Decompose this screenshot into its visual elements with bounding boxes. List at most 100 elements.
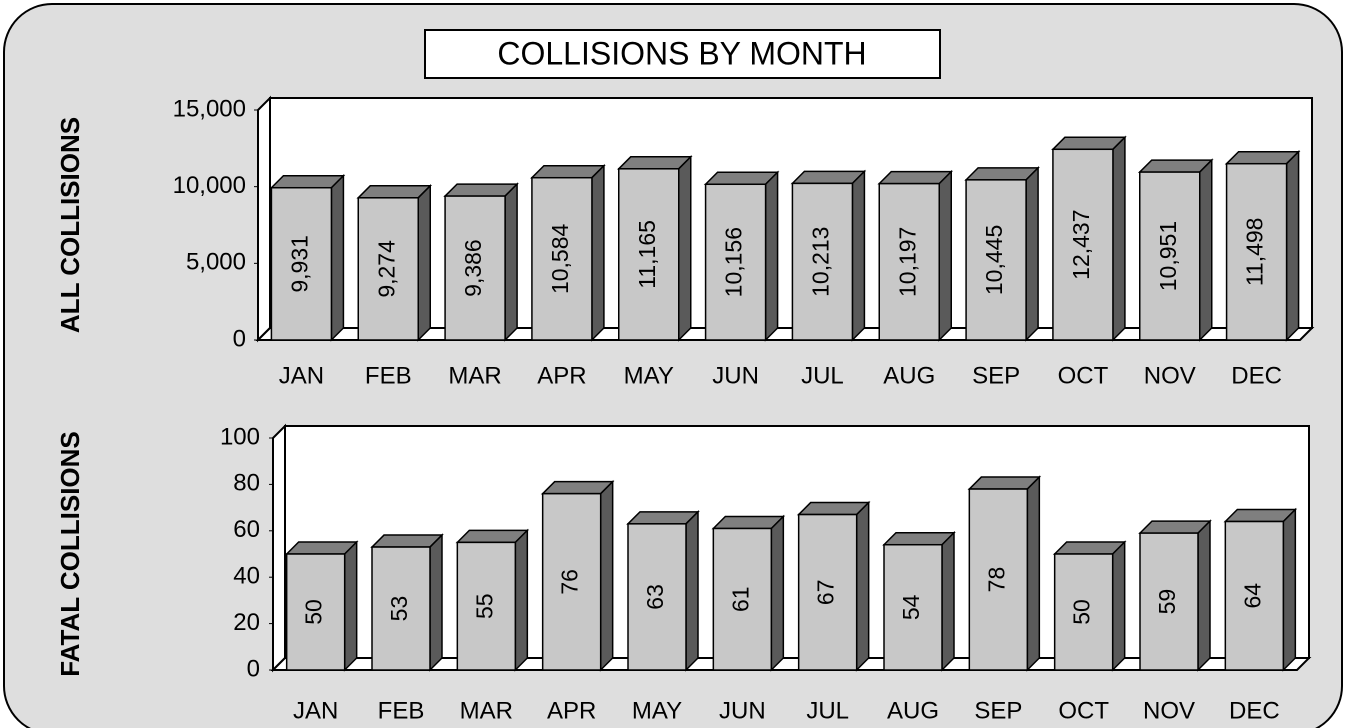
value-label: 10,584 bbox=[547, 223, 573, 294]
y-tick-label: 0 bbox=[233, 325, 246, 352]
side-wall bbox=[272, 423, 286, 673]
value-label: 10,197 bbox=[894, 227, 920, 297]
bar-side bbox=[330, 173, 345, 342]
value-label: 10,951 bbox=[1155, 221, 1181, 291]
bar bbox=[712, 527, 773, 671]
bar bbox=[968, 488, 1029, 671]
bar-side bbox=[855, 500, 870, 672]
bar bbox=[1052, 148, 1114, 341]
bar-side bbox=[770, 514, 785, 672]
x-tick-label: JUL bbox=[801, 362, 844, 389]
y-tick-label: 40 bbox=[233, 563, 260, 590]
bar-side bbox=[1197, 519, 1211, 672]
x-tick-label: APR bbox=[547, 697, 596, 724]
value-label: 9,931 bbox=[286, 235, 312, 293]
value-label: 11,498 bbox=[1242, 218, 1268, 287]
floor bbox=[255, 327, 1315, 341]
bar-side bbox=[504, 182, 518, 342]
bar bbox=[1139, 171, 1201, 341]
bar bbox=[878, 182, 940, 341]
y-axis-label: ALL COLLISIONS bbox=[55, 117, 85, 333]
x-tick-label: AUG bbox=[883, 362, 935, 389]
value-label: 76 bbox=[557, 569, 583, 595]
value-label: 61 bbox=[727, 586, 753, 612]
y-tick-label: 10,000 bbox=[173, 172, 246, 199]
bar bbox=[797, 513, 858, 671]
value-label: 63 bbox=[642, 584, 668, 610]
bar bbox=[1224, 520, 1285, 671]
x-tick-label: NOV bbox=[1143, 697, 1195, 724]
x-tick-label: DEC bbox=[1229, 697, 1280, 724]
value-label: 67 bbox=[813, 579, 839, 605]
value-label: 53 bbox=[386, 596, 412, 622]
y-axis-label: FATAL COLLISIONS bbox=[55, 431, 85, 677]
bar bbox=[627, 523, 687, 671]
y-tick-label: 100 bbox=[220, 423, 260, 450]
bar-side bbox=[764, 170, 779, 342]
bar bbox=[357, 197, 419, 341]
bar-side bbox=[599, 479, 614, 672]
x-tick-label: NOV bbox=[1144, 362, 1196, 389]
value-label: 12,437 bbox=[1068, 209, 1094, 279]
y-tick-label: 20 bbox=[233, 609, 260, 636]
bar-side bbox=[591, 163, 605, 342]
x-tick-label: OCT bbox=[1058, 362, 1109, 389]
y-tick-label: 0 bbox=[247, 655, 260, 682]
bar-side bbox=[1025, 166, 1039, 342]
x-tick-label: JUL bbox=[806, 697, 849, 724]
y-tick-label: 15,000 bbox=[173, 95, 246, 122]
x-tick-label: JUN bbox=[712, 362, 759, 389]
x-tick-label: DEC bbox=[1231, 362, 1282, 389]
x-tick-label: JAN bbox=[279, 362, 324, 389]
bar-side bbox=[1112, 135, 1126, 342]
y-tick-label: 60 bbox=[233, 516, 260, 543]
y-tick-label: 5,000 bbox=[186, 249, 246, 276]
value-label: 64 bbox=[1239, 583, 1265, 609]
bar bbox=[456, 541, 517, 671]
x-tick-label: JAN bbox=[293, 697, 338, 724]
value-label: 54 bbox=[898, 594, 924, 620]
value-label: 55 bbox=[471, 593, 497, 619]
x-tick-label: MAY bbox=[624, 362, 674, 389]
side-wall bbox=[257, 95, 271, 343]
x-tick-label: FEB bbox=[365, 362, 412, 389]
bar bbox=[618, 168, 680, 341]
bar-side bbox=[1111, 540, 1126, 672]
bar-side bbox=[1282, 507, 1297, 672]
x-tick-label: APR bbox=[537, 362, 586, 389]
bar bbox=[371, 546, 431, 671]
bar bbox=[270, 186, 333, 341]
bar bbox=[791, 182, 854, 341]
floor bbox=[270, 657, 1312, 671]
value-label: 9,274 bbox=[373, 240, 399, 298]
x-tick-label: MAR bbox=[460, 697, 513, 724]
bar bbox=[1139, 532, 1199, 671]
value-label: 78 bbox=[983, 567, 1009, 593]
value-label: 10,445 bbox=[981, 225, 1007, 295]
value-label: 59 bbox=[1154, 589, 1180, 615]
bar-side bbox=[343, 540, 358, 672]
bar-side bbox=[851, 169, 866, 342]
bar bbox=[1225, 162, 1288, 341]
bar bbox=[531, 176, 593, 341]
bar-side bbox=[685, 510, 699, 672]
x-tick-label: MAR bbox=[448, 362, 501, 389]
bar-side bbox=[938, 169, 952, 342]
x-tick-label: SEP bbox=[972, 362, 1020, 389]
bar-side bbox=[514, 528, 529, 672]
bar-side bbox=[417, 183, 431, 342]
bar bbox=[965, 179, 1027, 341]
x-tick-label: JUN bbox=[719, 697, 766, 724]
value-label: 50 bbox=[301, 599, 327, 625]
chart-title: COLLISIONS BY MONTH bbox=[497, 35, 866, 71]
bar bbox=[285, 553, 346, 671]
value-label: 11,165 bbox=[634, 220, 660, 289]
x-tick-label: SEP bbox=[974, 697, 1022, 724]
x-tick-label: FEB bbox=[378, 697, 425, 724]
bar bbox=[444, 195, 506, 341]
bar-side bbox=[1199, 158, 1213, 342]
y-tick-label: 80 bbox=[233, 470, 260, 497]
bar-side bbox=[1026, 475, 1041, 672]
value-label: 50 bbox=[1069, 599, 1095, 625]
